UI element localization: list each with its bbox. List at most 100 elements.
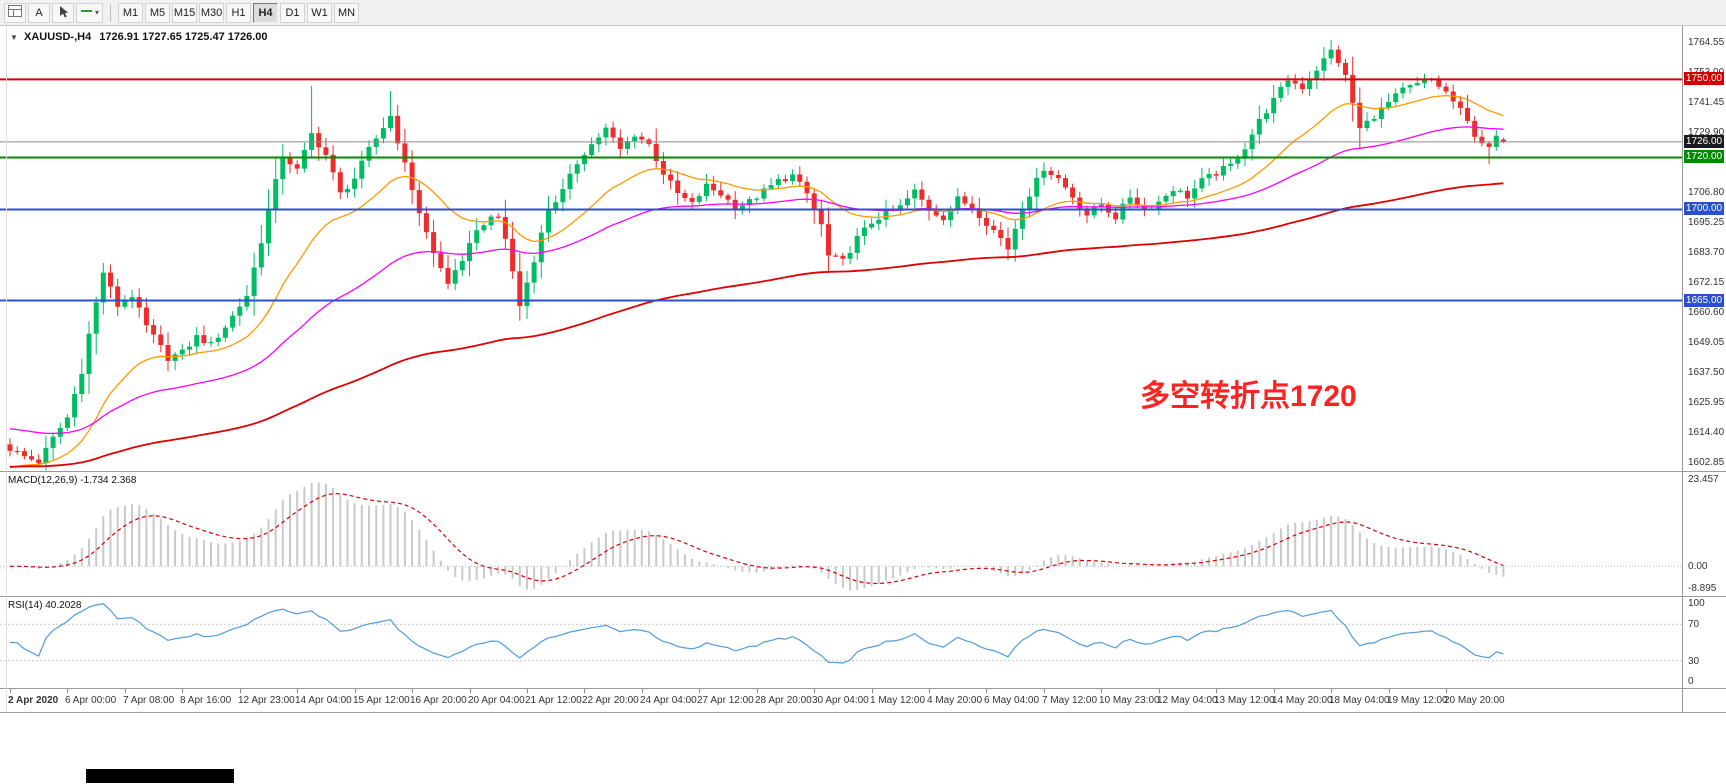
price-axis-label: 1614.40 bbox=[1688, 427, 1725, 438]
time-axis-tick bbox=[814, 689, 815, 693]
time-axis-tick bbox=[125, 689, 126, 693]
time-axis-tick bbox=[986, 689, 987, 693]
time-axis-label: 7 Apr 08:00 bbox=[123, 695, 175, 706]
price-axis-label: 1729.90 bbox=[1688, 127, 1725, 138]
timeframe-H4[interactable]: H4 bbox=[253, 2, 279, 23]
time-axis-tick bbox=[412, 689, 413, 693]
price-level-tag: 1750.00 bbox=[1684, 72, 1724, 85]
time-axis-label: 1 May 12:00 bbox=[870, 695, 926, 706]
price-axis-label: 1764.55 bbox=[1688, 37, 1725, 48]
timeframe-MN[interactable]: MN bbox=[334, 2, 360, 23]
timeframe-M30[interactable]: M30 bbox=[199, 2, 225, 23]
time-axis-tick bbox=[929, 689, 930, 693]
rsi-axis-label: 100 bbox=[1688, 598, 1705, 609]
time-axis-tick bbox=[470, 689, 471, 693]
price-axis-label: 1672.15 bbox=[1688, 277, 1725, 288]
price-level-tag: 1700.00 bbox=[1684, 202, 1724, 215]
price-axis-label: 1695.25 bbox=[1688, 217, 1725, 228]
macd-axis-label: -8.895 bbox=[1688, 583, 1717, 594]
tile-windows-button[interactable] bbox=[4, 2, 26, 23]
time-axis-label: 27 Apr 12:00 bbox=[697, 695, 754, 706]
time-axis-tick bbox=[182, 689, 183, 693]
chart-ohlc-readout: 1726.91 1727.65 1725.47 1726.00 bbox=[99, 31, 268, 43]
window-grid-icon bbox=[8, 5, 22, 20]
time-axis-label: 12 Apr 23:00 bbox=[238, 695, 295, 706]
timeframe-H1[interactable]: H1 bbox=[226, 2, 252, 23]
toolbar-separator bbox=[110, 3, 112, 22]
collapse-arrow-icon[interactable]: ▼ bbox=[10, 33, 18, 42]
cursor-tool-button[interactable] bbox=[52, 2, 74, 23]
timeframe-D1[interactable]: D1 bbox=[280, 2, 306, 23]
candlestick-chart-canvas[interactable] bbox=[0, 26, 1682, 471]
time-axis-label: 22 Apr 20:00 bbox=[582, 695, 639, 706]
line-style-dropdown-button[interactable]: ▾ bbox=[76, 2, 104, 23]
time-axis-tick bbox=[699, 689, 700, 693]
time-axis-label: 12 May 04:00 bbox=[1157, 695, 1218, 706]
time-axis-tick bbox=[240, 689, 241, 693]
timeframe-M5[interactable]: M5 bbox=[145, 2, 171, 23]
time-axis-label: 14 Apr 04:00 bbox=[295, 695, 352, 706]
price-axis[interactable]: 1764.551753.001741.451729.901706.801695.… bbox=[1683, 0, 1726, 784]
line-style-icon bbox=[80, 6, 93, 19]
time-axis-tick bbox=[1044, 689, 1045, 693]
panel-divider[interactable] bbox=[0, 596, 1726, 597]
chart-left-border bbox=[6, 26, 7, 712]
price-axis-label: 1602.85 bbox=[1688, 457, 1725, 468]
time-axis-label: 30 Apr 04:00 bbox=[812, 695, 869, 706]
time-axis-label: 10 May 23:00 bbox=[1099, 695, 1160, 706]
time-axis-label: 20 Apr 04:00 bbox=[468, 695, 525, 706]
chart-annotation-text[interactable]: 多空转折点1720 bbox=[1140, 380, 1357, 413]
time-axis-label: 4 May 20:00 bbox=[927, 695, 983, 706]
panel-divider[interactable] bbox=[0, 471, 1726, 472]
chart-title: ▼ XAUUSD-,H4 1726.91 1727.65 1725.47 172… bbox=[10, 31, 268, 43]
rsi-indicator-canvas[interactable] bbox=[0, 597, 1682, 688]
macd-label: MACD(12,26,9) -1.734 2.368 bbox=[8, 475, 137, 486]
panel-divider bbox=[0, 712, 1726, 713]
time-axis-label: 6 Apr 00:00 bbox=[65, 695, 117, 706]
timeframe-M1[interactable]: M1 bbox=[118, 2, 144, 23]
time-axis-label: 19 May 12:00 bbox=[1387, 695, 1448, 706]
time-axis-tick bbox=[67, 689, 68, 693]
time-axis-tick bbox=[1331, 689, 1332, 693]
time-axis-label: 15 Apr 12:00 bbox=[353, 695, 410, 706]
timeframe-M15[interactable]: M15 bbox=[172, 2, 198, 23]
time-axis-label: 20 May 20:00 bbox=[1444, 695, 1505, 706]
time-axis[interactable]: 2 Apr 2020 6 Apr 00:00 7 Apr 08:00 8 Apr 16… bbox=[0, 689, 1682, 712]
price-axis-label: 1625.95 bbox=[1688, 397, 1725, 408]
cursor-arrow-icon bbox=[58, 5, 69, 21]
time-axis-tick bbox=[1216, 689, 1217, 693]
time-axis-label: 28 Apr 20:00 bbox=[755, 695, 812, 706]
time-axis-tick bbox=[1159, 689, 1160, 693]
text-label-tool-button[interactable]: A bbox=[28, 2, 50, 23]
time-axis-tick bbox=[297, 689, 298, 693]
time-axis-tick bbox=[872, 689, 873, 693]
time-axis-label: 6 May 04:00 bbox=[984, 695, 1040, 706]
time-axis-tick bbox=[642, 689, 643, 693]
chart-symbol-period: XAUUSD-,H4 bbox=[23, 31, 92, 43]
time-axis-label: 7 May 12:00 bbox=[1042, 695, 1098, 706]
time-axis-label: 18 May 04:00 bbox=[1329, 695, 1390, 706]
bottom-status-box bbox=[86, 769, 234, 783]
time-axis-tick bbox=[355, 689, 356, 693]
rsi-axis-label: 70 bbox=[1688, 619, 1700, 630]
time-axis-tick bbox=[10, 689, 11, 693]
timeframe-W1[interactable]: W1 bbox=[307, 2, 333, 23]
price-axis-label: 1649.05 bbox=[1688, 337, 1725, 348]
price-level-tag: 1665.00 bbox=[1684, 294, 1724, 307]
rsi-label: RSI(14) 40.2028 bbox=[8, 600, 82, 611]
text-tool-label: A bbox=[35, 6, 43, 19]
price-level-tag: 1726.00 bbox=[1684, 135, 1724, 148]
price-axis-label: 1637.50 bbox=[1688, 367, 1725, 378]
price-level-tag: 1720.00 bbox=[1684, 150, 1724, 163]
chevron-down-icon: ▾ bbox=[95, 8, 100, 17]
price-axis-label: 1706.80 bbox=[1688, 187, 1725, 198]
time-axis-tick bbox=[1389, 689, 1390, 693]
time-axis-tick bbox=[1101, 689, 1102, 693]
price-axis-border bbox=[1682, 26, 1683, 712]
time-axis-tick bbox=[527, 689, 528, 693]
macd-indicator-canvas[interactable] bbox=[0, 472, 1682, 596]
rsi-axis-label: 0 bbox=[1688, 676, 1694, 687]
price-axis-label: 1660.60 bbox=[1688, 307, 1725, 318]
macd-axis-label: 0.00 bbox=[1688, 561, 1708, 572]
